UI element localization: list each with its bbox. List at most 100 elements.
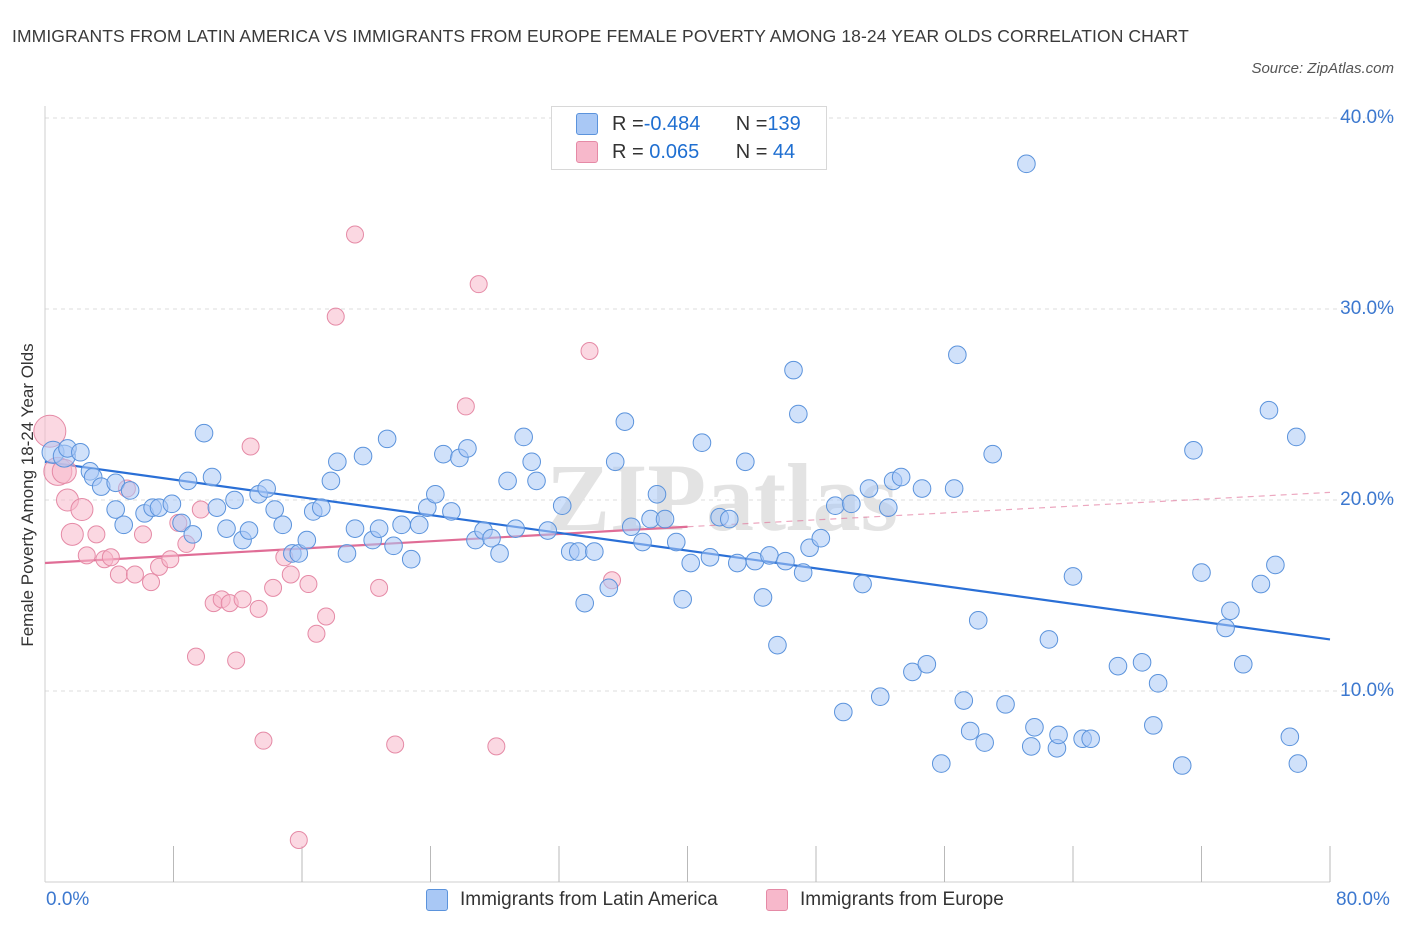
data-point-latin-america <box>106 500 125 519</box>
data-point-europe <box>109 565 128 584</box>
data-point-europe <box>456 397 475 416</box>
data-point-latin-america <box>257 479 276 498</box>
legend-swatch-latin-america <box>576 113 598 135</box>
axes <box>44 106 1331 883</box>
data-point-europe <box>125 565 144 584</box>
data-point-latin-america <box>825 496 845 516</box>
data-point-europe <box>487 737 506 756</box>
legend-n-value: 139 <box>767 112 801 135</box>
data-point-latin-america <box>527 471 546 491</box>
data-point-latin-america <box>120 481 140 500</box>
data-point-latin-america <box>681 553 701 573</box>
data-point-latin-america <box>71 442 90 462</box>
data-point-latin-america <box>1081 729 1100 749</box>
data-point-latin-america <box>401 549 421 569</box>
data-point-latin-america <box>917 654 937 674</box>
data-point-latin-america <box>1184 441 1203 460</box>
trend-line-europe-extension <box>687 491 1331 528</box>
data-point-latin-america <box>968 611 988 630</box>
bottom-legend-swatch-latin-america <box>426 889 448 911</box>
data-point-latin-america <box>1108 656 1128 676</box>
data-point-latin-america <box>996 695 1015 714</box>
data-point-latin-america <box>498 471 517 491</box>
legend-r-label: R = <box>612 140 644 163</box>
data-point-europe <box>70 498 94 522</box>
x-tick-label-min: 0.0% <box>46 889 90 910</box>
data-point-latin-america <box>538 521 558 540</box>
data-point-europe <box>60 522 84 546</box>
bottom-legend-label-latin-america: Immigrants from Latin America <box>460 889 718 910</box>
data-point-latin-america <box>1039 630 1059 649</box>
legend-r-value: 0.065 <box>643 140 700 163</box>
data-point-latin-america <box>1280 727 1300 747</box>
data-point-latin-america <box>753 588 773 607</box>
data-point-latin-america <box>666 532 686 552</box>
data-point-europe <box>281 565 300 584</box>
data-point-latin-america <box>944 479 964 498</box>
data-point-latin-america <box>1221 601 1240 621</box>
data-point-latin-america <box>1049 725 1068 745</box>
data-point-latin-america <box>700 548 720 567</box>
data-point-europe <box>307 624 326 643</box>
data-point-europe <box>346 225 365 244</box>
data-point-latin-america <box>1172 756 1192 775</box>
data-point-europe <box>186 647 205 666</box>
data-point-europe <box>317 607 336 626</box>
data-point-latin-america <box>482 528 501 548</box>
data-point-latin-america <box>1144 716 1163 735</box>
data-point-latin-america <box>106 473 125 493</box>
data-point-europe <box>233 590 252 609</box>
data-point-latin-america <box>458 439 477 458</box>
bottom-legend-label-europe: Immigrants from Europe <box>800 889 1004 910</box>
legend-n-label: N = <box>735 112 768 135</box>
data-point-europe <box>191 500 210 519</box>
data-point-latin-america <box>811 528 831 548</box>
data-point-latin-america <box>337 544 357 563</box>
series-europe-points <box>33 225 622 849</box>
data-point-latin-america <box>842 494 861 514</box>
data-point-latin-america <box>954 691 974 710</box>
data-point-latin-america <box>878 498 898 517</box>
data-point-europe <box>249 599 268 618</box>
data-point-latin-america <box>434 444 453 464</box>
data-point-latin-america <box>960 721 980 741</box>
data-point-europe <box>469 275 488 294</box>
data-point-europe <box>386 735 405 754</box>
chart-title: IMMIGRANTS FROM LATIN AMERICA VS IMMIGRA… <box>12 26 1189 46</box>
data-point-latin-america <box>727 553 747 573</box>
data-point-latin-america <box>1025 717 1044 737</box>
data-point-latin-america <box>490 544 509 563</box>
data-point-latin-america <box>552 496 572 516</box>
data-point-latin-america <box>392 515 411 535</box>
y-tick-label: 10.0% <box>1340 680 1394 701</box>
data-point-latin-america <box>1063 567 1083 586</box>
data-point-latin-america <box>202 467 222 487</box>
data-point-latin-america <box>353 446 373 466</box>
data-point-europe <box>101 548 120 567</box>
data-point-latin-america <box>114 515 134 535</box>
grid-lines <box>45 117 1392 692</box>
data-point-latin-america <box>903 662 922 682</box>
y-tick-label: 40.0% <box>1340 107 1394 128</box>
data-point-latin-america <box>273 515 293 535</box>
data-point-europe <box>580 342 599 361</box>
data-point-europe <box>77 546 96 565</box>
data-point-europe <box>254 731 273 750</box>
data-point-latin-america <box>345 519 365 538</box>
data-point-latin-america <box>239 521 259 540</box>
data-point-latin-america <box>870 687 890 707</box>
y-tick-label: 20.0% <box>1340 489 1394 510</box>
data-point-latin-america <box>297 530 317 550</box>
data-point-latin-america <box>615 412 635 431</box>
data-point-latin-america <box>426 484 445 504</box>
data-point-europe <box>241 437 260 456</box>
data-point-latin-america <box>514 427 533 447</box>
data-point-latin-america <box>442 502 461 521</box>
legend-n-label: N = <box>735 140 768 163</box>
data-point-latin-america <box>1132 653 1152 672</box>
y-axis-label: Female Poverty Among 18-24 Year Olds <box>18 343 37 647</box>
data-point-europe <box>133 525 152 544</box>
data-point-latin-america <box>891 467 911 487</box>
data-point-latin-america <box>1251 574 1271 594</box>
